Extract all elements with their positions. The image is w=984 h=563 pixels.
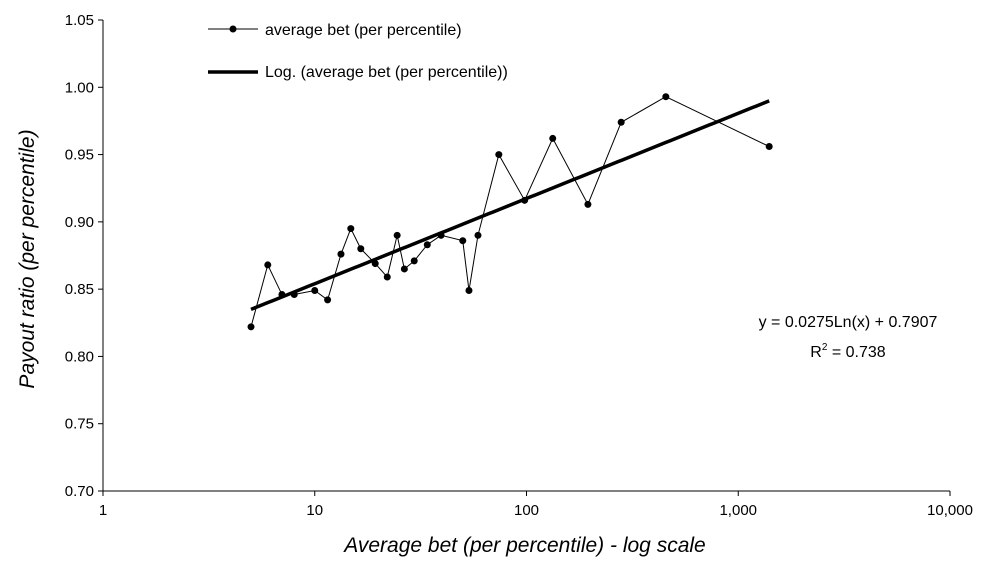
data-point: [347, 225, 355, 233]
y-tick-label: 1.00: [65, 79, 94, 96]
data-point: [290, 291, 298, 299]
data-point: [521, 196, 529, 204]
legend-label-data: average bet (per percentile): [265, 22, 462, 39]
x-tick-label: 1: [99, 502, 107, 519]
data-point: [437, 231, 445, 239]
data-point: [264, 261, 272, 269]
x-tick-label: 1,000: [719, 502, 757, 519]
y-tick-label: 0.95: [65, 147, 94, 164]
legend: average bet (per percentile) Log. (avera…: [208, 22, 508, 81]
axes: [102, 20, 950, 492]
data-point: [662, 93, 670, 101]
x-axis-ticks: 1 10 100 1,000 10,000: [99, 491, 973, 519]
data-point: [311, 286, 319, 294]
data-series: [247, 93, 773, 331]
x-tick-label: 100: [514, 502, 539, 519]
y-tick-label: 0.80: [65, 348, 94, 365]
data-point: [383, 273, 391, 281]
data-point: [459, 237, 467, 245]
data-point: [549, 134, 557, 142]
data-point: [357, 245, 365, 253]
trendline-annotation: y = 0.0275Ln(x) + 0.7907 R2 = 0.738: [759, 314, 938, 361]
data-point: [765, 142, 773, 150]
data-point: [617, 118, 625, 126]
data-point: [423, 241, 431, 249]
data-point: [393, 231, 401, 239]
x-axis-title: Average bet (per percentile) - log scale: [342, 534, 705, 557]
trendline: [250, 99, 770, 312]
data-point: [584, 200, 592, 208]
data-point: [278, 291, 286, 299]
data-point: [337, 250, 345, 258]
data-point: [247, 323, 255, 331]
data-point: [324, 296, 332, 304]
data-point: [495, 151, 503, 159]
legend-label-trend: Log. (average bet (per percentile)): [265, 64, 508, 81]
equation-label: y = 0.0275Ln(x) + 0.7907: [759, 314, 938, 331]
y-tick-label: 0.90: [65, 214, 94, 231]
y-axis-ticks: 0.70 0.75 0.80 0.85 0.90 0.95 1.00 1.05: [65, 12, 103, 500]
y-axis-title: Payout ratio (per percentile): [16, 129, 39, 388]
r-squared-label: R2 = 0.738: [810, 342, 886, 361]
x-tick-label: 10: [306, 502, 323, 519]
legend-marker-data: [229, 25, 237, 33]
data-point: [474, 231, 482, 239]
data-point: [400, 265, 408, 273]
y-tick-label: 1.05: [65, 12, 94, 29]
y-tick-label: 0.70: [65, 483, 94, 500]
x-tick-label: 10,000: [927, 502, 973, 519]
y-tick-label: 0.85: [65, 281, 94, 298]
data-point: [465, 286, 473, 294]
data-point: [371, 260, 379, 268]
trendline-series: [250, 99, 770, 312]
data-point: [410, 257, 418, 265]
y-tick-label: 0.75: [65, 416, 94, 433]
